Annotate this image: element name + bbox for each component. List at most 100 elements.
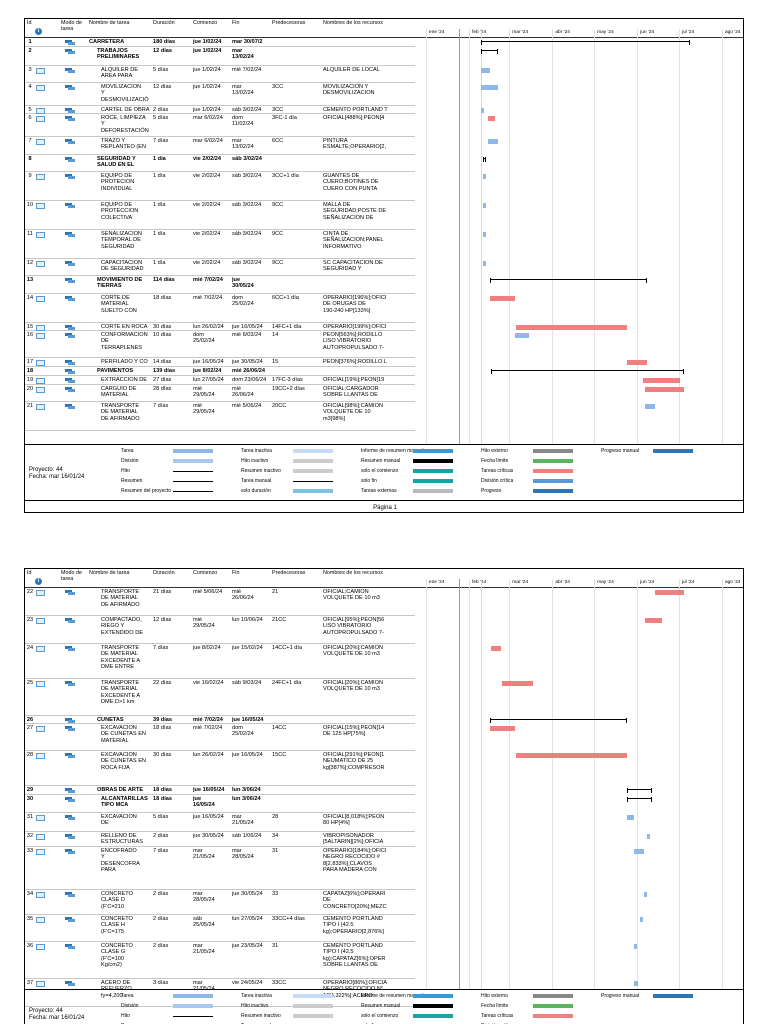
task-bar[interactable] [634, 849, 644, 854]
col-id[interactable]: Id [27, 20, 32, 26]
task-bar[interactable] [488, 116, 496, 121]
col-recursos[interactable]: Nombres de los recursos [323, 20, 383, 26]
task-bar[interactable] [642, 378, 681, 383]
task-name[interactable]: CONCRETO CLASE H (F'C=175 [101, 916, 133, 935]
task-name[interactable]: EXTRACCION DE [101, 377, 147, 383]
table-row[interactable]: 3 ALQUILER DE AREA PARA 5 días jue 1/02/24 m… [25, 66, 415, 83]
col-nombre[interactable]: Nombre de tarea [89, 570, 130, 576]
table-row[interactable]: 11 SENALIZACION TEMPORAL DE SEGURIDAD 1 dí… [25, 230, 415, 259]
col-id[interactable]: Id [27, 570, 32, 576]
table-row[interactable]: 4 MOVILIZACION Y DESMOVILIZACIÓ 12 días jue… [25, 83, 415, 106]
info-icon[interactable]: i [35, 28, 42, 35]
col-predecesoras[interactable]: Predecesoras [272, 20, 306, 26]
task-name[interactable]: EQUIPO DE PROTECCION COLECTIVA [101, 202, 139, 221]
table-row[interactable]: 22 TRANSPORTE DE MATERIAL DE AFIRMADO 21 d… [25, 588, 415, 616]
summary-bar[interactable] [489, 718, 628, 723]
col-fin[interactable]: Fin [232, 20, 240, 26]
task-bar[interactable] [627, 815, 635, 820]
col-modo[interactable]: Modo de tarea [61, 570, 82, 582]
task-bar[interactable] [491, 646, 501, 651]
table-row[interactable]: 33 ENCOFRADO Y DESENCOFRA PARA 7 días mar 2… [25, 847, 415, 890]
table-row[interactable]: 28 EXCAVACION DE CUNETAS EN ROCA FIJA 30 d… [25, 751, 415, 786]
summary-bar[interactable] [482, 157, 486, 162]
task-name[interactable]: TRANSPORTE DE MATERIAL EXCEDENTE A DME E… [101, 645, 141, 670]
task-bar[interactable] [482, 261, 486, 266]
table-row[interactable]: 6 ROCE, LIMPIEZA Y DEFORESTACIÓN 5 días mar… [25, 114, 415, 137]
task-bar[interactable] [481, 68, 490, 73]
table-row[interactable]: 29 OBRAS DE ARTE 18 días jue 16/05/24 lun 3/… [25, 786, 415, 795]
task-bar[interactable] [482, 232, 486, 237]
task-bar[interactable] [627, 360, 647, 365]
task-name[interactable]: ENCOFRADO Y DESENCOFRA PARA [101, 848, 140, 873]
col-duracion[interactable]: Duración [153, 20, 175, 26]
task-name[interactable]: EXCAVACION DE CUNETAS EN ROCA FIJA [101, 752, 146, 771]
col-comienzo[interactable]: Comienzo [193, 570, 218, 576]
task-bar[interactable] [645, 387, 685, 392]
table-row[interactable]: 10 EQUIPO DE PROTECCION COLECTIVA 1 día vie… [25, 201, 415, 230]
task-name[interactable]: SEGURIDAD Y SALUD EN EL [97, 156, 136, 169]
task-bar[interactable] [516, 325, 628, 330]
task-name[interactable]: MOVIMIENTO DE TIERRAS [97, 277, 143, 290]
task-name[interactable]: PERFILADO Y CO [101, 359, 148, 365]
table-row[interactable]: 36 CONCRETO CLASE G (F'C=100 Kg/cm2) 2 día… [25, 942, 415, 979]
col-duracion[interactable]: Duración [153, 570, 175, 576]
task-name[interactable]: EXCAVACION DE [101, 814, 137, 827]
table-row[interactable]: 30 ALCANTARILLAS TIPO MCA 18 días jue 16/05… [25, 795, 415, 813]
task-bar[interactable] [644, 892, 648, 897]
task-bar[interactable] [481, 85, 499, 90]
task-name[interactable]: CARGUIO DE MATERIAL [101, 386, 137, 399]
col-nombre[interactable]: Nombre de tarea [89, 20, 130, 26]
task-name[interactable]: CONCRETO CLASE D (F'C=210 [101, 891, 133, 910]
table-row[interactable]: 9 EQUIPO DE PROTECION INDIVIDUAL 1 día vie … [25, 172, 415, 201]
task-bar[interactable] [489, 296, 515, 301]
task-name[interactable]: CAPACITACION DE SEGURIDAD [101, 260, 144, 273]
info-icon[interactable]: i [35, 578, 42, 585]
table-row[interactable]: 26 CUNETAS 39 días mié 7/02/24 jue 16/05/24 [25, 716, 415, 724]
task-bar[interactable] [655, 590, 685, 595]
task-name[interactable]: ALCANTARILLAS TIPO MCA [101, 796, 148, 809]
task-name[interactable]: TRAZO Y REPLANTEO (EN [101, 138, 147, 151]
task-name[interactable]: ROCE, LIMPIEZA Y DEFORESTACIÓN [101, 115, 149, 134]
task-name[interactable]: TRANSPORTE DE MATERIAL DE AFIRMADO [101, 589, 140, 608]
task-name[interactable]: ALQUILER DE AREA PARA [101, 67, 138, 80]
task-name[interactable]: CARTEL DE OBRA [101, 107, 150, 113]
table-row[interactable]: 18 PAVIMENTOS 139 días jue 8/02/24 mié 26/06… [25, 367, 415, 376]
task-name[interactable]: CORTE DE MATERIAL SUELTO CON [101, 295, 137, 314]
table-row[interactable]: 15 CORTE EN ROCA 30 días lun 26/02/24 jue 16… [25, 323, 415, 331]
table-row[interactable]: 31 EXCAVACION DE 5 días jue 16/05/24 mar 21/… [25, 813, 415, 832]
table-row[interactable]: 20 CARGUIO DE MATERIAL 28 días mié 29/05/24… [25, 385, 415, 402]
task-bar[interactable] [646, 834, 650, 839]
table-row[interactable]: 16 CONFORMACIÓN DE TERRAPLENES 10 días dom … [25, 331, 415, 358]
col-fin[interactable]: Fin [232, 570, 240, 576]
task-bar[interactable] [639, 917, 643, 922]
summary-bar[interactable] [627, 788, 653, 793]
table-row[interactable]: 27 EXCAVACION DE CUNETAS EN MATERIAL 18 dí… [25, 724, 415, 751]
task-name[interactable]: TRANSPORTE DE MATERIAL EXCEDENTE A DME D… [101, 680, 141, 705]
table-row[interactable]: 12 CAPACITACION DE SEGURIDAD 1 día vie 2/02… [25, 259, 415, 276]
table-row[interactable]: 2 TRABAJOS PRELIMINARES 12 días jue 1/02/24… [25, 47, 415, 66]
task-name[interactable]: OBRAS DE ARTE [97, 787, 144, 793]
table-row[interactable]: 32 RELLENO DE ESTRUCTURAS 2 días jue 30/05/… [25, 832, 415, 847]
table-row[interactable]: 24 TRANSPORTE DE MATERIAL EXCEDENTE A DME… [25, 644, 415, 679]
task-bar[interactable] [645, 618, 663, 623]
col-recursos[interactable]: Nombres de los recursos [323, 570, 383, 576]
task-name[interactable]: MOVILIZACION Y DESMOVILIZACIÓ [101, 84, 149, 103]
task-name[interactable]: PAVIMENTOS [97, 368, 134, 374]
col-comienzo[interactable]: Comienzo [193, 20, 218, 26]
summary-bar[interactable] [481, 49, 499, 54]
task-name[interactable]: CUNETAS [97, 717, 124, 723]
table-row[interactable]: 21 TRANSPORTE DE MATERIAL DE AFIRMADO 7 dí… [25, 402, 415, 431]
task-name[interactable]: RELLENO DE ESTRUCTURAS [101, 833, 143, 846]
summary-bar[interactable] [489, 278, 647, 283]
task-name[interactable]: EXCAVACION DE CUNETAS EN MATERIAL [101, 725, 146, 744]
task-bar[interactable] [482, 174, 486, 179]
table-row[interactable]: 17 PERFILADO Y CO 14 días jue 16/05/24 jue 3… [25, 358, 415, 367]
task-bar[interactable] [489, 726, 515, 731]
table-row[interactable]: 14 CORTE DE MATERIAL SUELTO CON 18 días mié… [25, 294, 415, 323]
task-bar[interactable] [634, 981, 639, 986]
col-predecesoras[interactable]: Predecesoras [272, 570, 306, 576]
table-row[interactable]: 19 EXTRACCION DE 27 días lun 27/05/24 dom 23… [25, 376, 415, 385]
table-row[interactable]: 8 SEGURIDAD Y SALUD EN EL 1 día vie 2/02/24… [25, 155, 415, 172]
task-name[interactable]: EQUIPO DE PROTECION INDIVIDUAL [101, 173, 135, 192]
task-name[interactable]: CORTE EN ROCA [101, 324, 148, 330]
